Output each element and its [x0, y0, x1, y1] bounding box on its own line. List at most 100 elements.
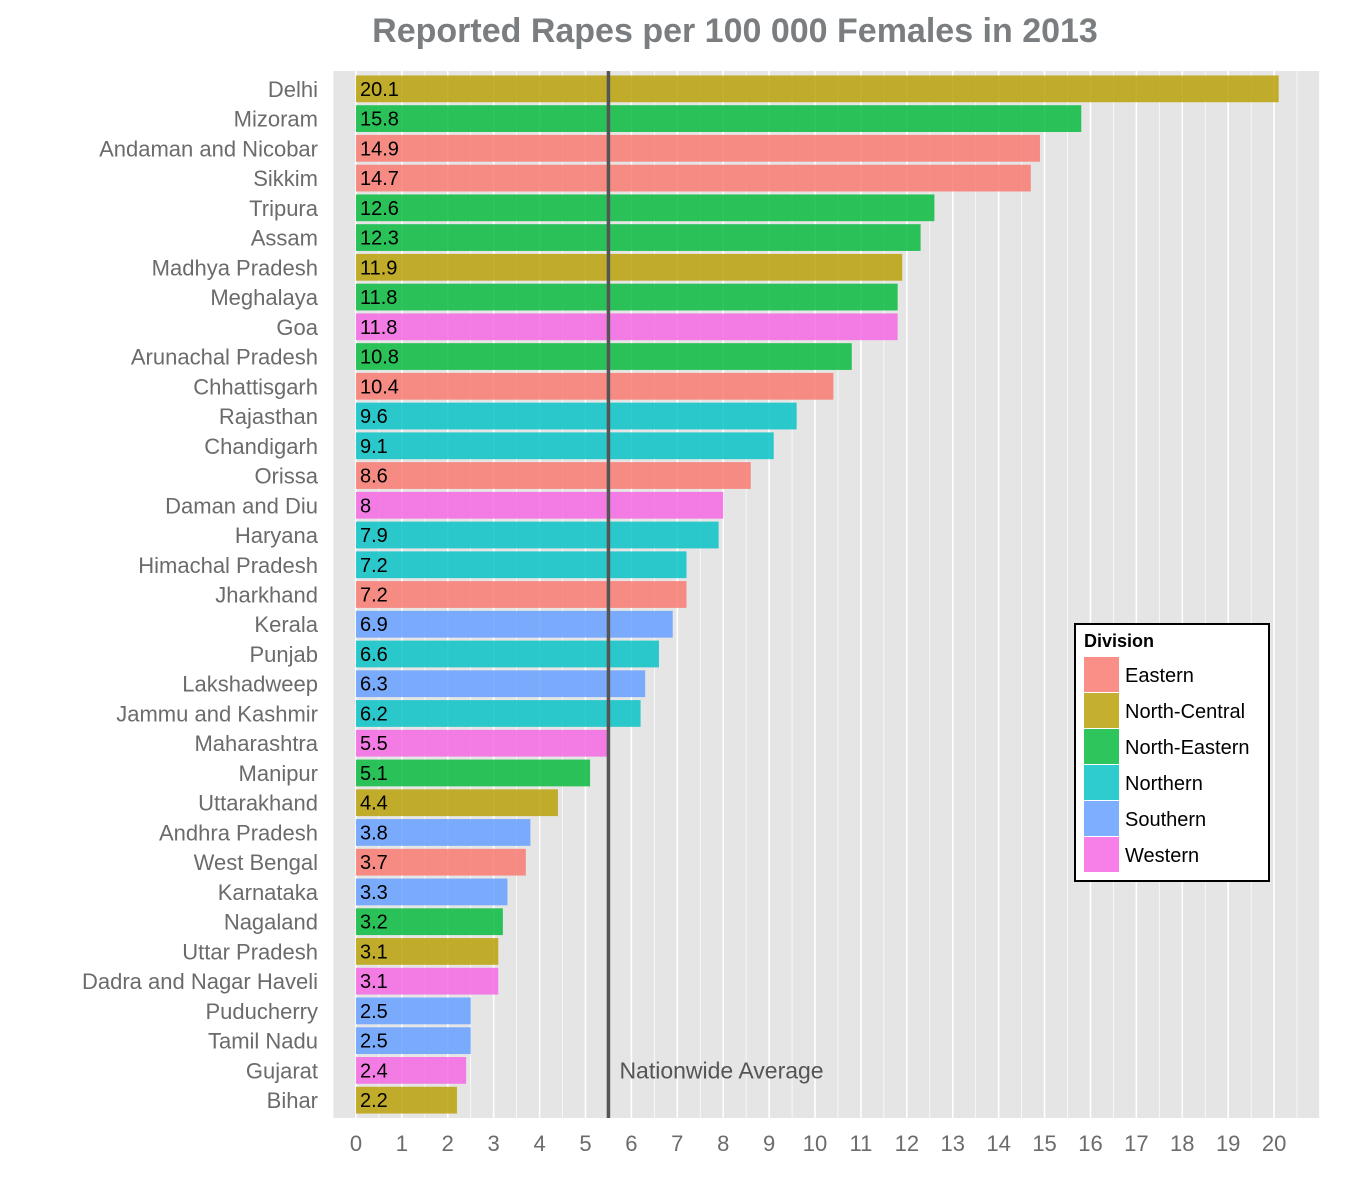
y-tick-label: Manipur — [239, 761, 318, 786]
nationwide-average-group: Nationwide Average — [606, 71, 824, 1118]
data-label: 7.9 — [360, 525, 388, 547]
bar — [355, 670, 646, 698]
data-label: 8 — [360, 495, 371, 517]
x-tick-label: 3 — [488, 1131, 500, 1156]
x-tick-label: 15 — [1032, 1131, 1056, 1156]
bar — [355, 283, 898, 311]
y-tick-label: Karnataka — [218, 880, 319, 905]
legend-label: Eastern — [1125, 665, 1194, 687]
data-label: 12.6 — [360, 198, 399, 220]
x-tick-label: 8 — [717, 1131, 729, 1156]
bar — [355, 194, 935, 222]
y-tick-label: Uttar Pradesh — [182, 939, 318, 964]
y-tick-label: Mizoram — [234, 107, 318, 132]
data-label: 15.8 — [360, 109, 399, 131]
bar — [355, 164, 1031, 192]
y-tick-label: Nagaland — [224, 910, 318, 935]
data-label: 11.8 — [360, 317, 397, 339]
data-label: 2.5 — [360, 1031, 388, 1053]
bar — [355, 432, 774, 460]
data-label: 3.1 — [360, 971, 388, 993]
x-tick-label: 18 — [1170, 1131, 1194, 1156]
bar — [355, 967, 499, 995]
data-label: 11.9 — [360, 257, 397, 279]
y-tick-label: West Bengal — [194, 850, 318, 875]
x-tick-label: 10 — [803, 1131, 827, 1156]
y-tick-label: Jharkhand — [215, 583, 318, 608]
data-label: 10.4 — [360, 376, 399, 398]
x-axis-labels: 0 1 2 3 4 5 6 7 8 9 10 11 12 13 14 15 16 17 18 19 20 — [350, 1131, 1287, 1156]
x-tick-label: 13 — [941, 1131, 965, 1156]
x-tick-label: 12 — [895, 1131, 919, 1156]
bar — [355, 581, 687, 608]
bar — [355, 878, 508, 906]
bar — [355, 1086, 457, 1114]
y-tick-label: Tamil Nadu — [208, 1029, 318, 1054]
y-tick-label: Bihar — [267, 1088, 318, 1113]
chart-title: Reported Rapes per 100 000 Females in 20… — [372, 12, 1098, 50]
legend-key — [1084, 693, 1119, 728]
data-label: 3.7 — [360, 852, 388, 874]
y-tick-label: Madhya Pradesh — [152, 255, 318, 280]
y-tick-label: Meghalaya — [210, 285, 318, 310]
y-tick-label: Andhra Pradesh — [159, 820, 318, 845]
y-tick-label: Punjab — [249, 642, 318, 667]
y-tick-label: Tripura — [249, 196, 319, 221]
x-tick-label: 0 — [350, 1131, 362, 1156]
data-label: 7.2 — [360, 555, 388, 577]
x-tick-label: 6 — [625, 1131, 637, 1156]
legend-key — [1084, 837, 1119, 872]
bar — [355, 1057, 467, 1084]
y-tick-label: Arunachal Pradesh — [131, 345, 318, 370]
bar — [355, 640, 659, 668]
legend-items: Eastern North-Central North-Eastern Norther… — [1084, 657, 1250, 872]
bar — [355, 789, 558, 817]
x-tick-label: 19 — [1216, 1131, 1240, 1156]
bar — [355, 134, 1040, 162]
bar — [355, 908, 503, 936]
x-tick-label: 7 — [671, 1131, 683, 1156]
data-label: 14.7 — [360, 168, 399, 190]
data-label: 6.3 — [360, 674, 388, 696]
data-label: 3.8 — [360, 822, 388, 844]
legend-title: Division — [1084, 631, 1154, 651]
data-label: 4.4 — [360, 793, 388, 815]
y-tick-label: Dadra and Nagar Haveli — [82, 969, 318, 994]
data-label: 9.6 — [360, 406, 388, 428]
bar — [355, 224, 921, 251]
nationwide-average-label: Nationwide Average — [619, 1057, 823, 1083]
x-tick-label: 9 — [763, 1131, 775, 1156]
bar — [355, 729, 609, 757]
legend-label: North-Eastern — [1125, 737, 1250, 759]
y-tick-label: Himachal Pradesh — [138, 553, 318, 578]
bar — [355, 343, 852, 370]
bar — [355, 253, 903, 281]
y-tick-label: Haryana — [235, 523, 319, 548]
x-tick-label: 11 — [850, 1131, 873, 1156]
bar — [355, 610, 673, 638]
legend: Division Eastern North-Central North-Easte… — [1074, 623, 1270, 882]
bar — [355, 402, 797, 430]
bars-group: 20.1 15.8 14.9 14.7 12.6 12.3 11.9 11.8 11.8 10.8… — [355, 75, 1279, 1114]
y-tick-label: Goa — [276, 315, 318, 340]
bar — [355, 700, 641, 727]
bar — [355, 313, 898, 341]
bar — [355, 759, 591, 787]
bar — [355, 551, 687, 579]
y-tick-label: Chhattisgarh — [193, 374, 318, 399]
data-label: 5.5 — [360, 733, 388, 755]
bar — [355, 75, 1279, 103]
y-tick-label: Rajasthan — [219, 404, 318, 429]
y-tick-label: Chandigarh — [204, 434, 318, 459]
data-label: 2.2 — [360, 1090, 388, 1112]
legend-label: North-Central — [1125, 701, 1245, 723]
x-tick-label: 14 — [986, 1131, 1010, 1156]
y-tick-label: Delhi — [268, 77, 318, 102]
y-tick-label: Lakshadweep — [182, 672, 318, 697]
legend-label: Western — [1125, 845, 1199, 867]
data-label: 9.1 — [360, 436, 388, 458]
legend-key — [1084, 765, 1119, 800]
bar — [355, 462, 751, 489]
y-tick-label: Orissa — [254, 464, 318, 489]
bar — [355, 372, 834, 400]
